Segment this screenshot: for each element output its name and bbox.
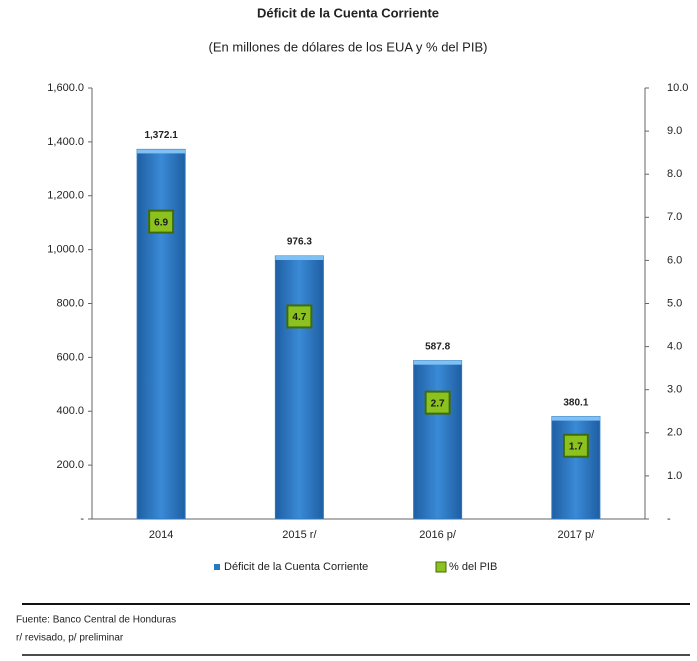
y2-tick-label: - bbox=[667, 513, 671, 525]
x-tick-label: 2017 p/ bbox=[558, 529, 596, 541]
bar bbox=[413, 360, 463, 520]
y2-tick-label: 4.0 bbox=[667, 341, 682, 353]
bar-top bbox=[413, 360, 462, 365]
chart-subtitle: (En millones de dólares de los EUA y % d… bbox=[209, 39, 488, 54]
bar bbox=[551, 416, 601, 520]
legend-swatch bbox=[435, 561, 447, 573]
y2-tick-label: 9.0 bbox=[667, 125, 682, 137]
bar-label: 587.8 bbox=[425, 341, 450, 352]
pct-label: 4.7 bbox=[292, 312, 306, 323]
legend-swatch bbox=[214, 564, 220, 570]
y2-tick-label: 10.0 bbox=[667, 82, 688, 94]
y-tick-label: 800.0 bbox=[56, 297, 84, 309]
pct-marker bbox=[562, 433, 589, 458]
bar-top bbox=[275, 256, 324, 261]
y-tick-label: 1,600.0 bbox=[47, 82, 84, 94]
bar-top bbox=[551, 416, 600, 421]
y-tick-label: 400.0 bbox=[56, 405, 84, 417]
x-tick-label: 2015 r/ bbox=[282, 529, 317, 541]
y2-tick-label: 5.0 bbox=[667, 297, 682, 309]
bar-label: 976.3 bbox=[287, 237, 312, 248]
y-tick-label: - bbox=[80, 513, 84, 525]
bar bbox=[136, 148, 186, 520]
y2-tick-label: 3.0 bbox=[667, 384, 682, 396]
pct-marker bbox=[148, 209, 175, 234]
y-tick-label: 1,400.0 bbox=[47, 136, 84, 148]
pct-marker bbox=[286, 304, 313, 329]
bar-label: 380.1 bbox=[563, 397, 588, 408]
bar-label: 1,372.1 bbox=[144, 130, 178, 141]
source: Fuente: Banco Central de Honduras bbox=[16, 615, 176, 626]
chart-title: Déficit de la Cuenta Corriente bbox=[257, 5, 439, 20]
pct-label: 1.7 bbox=[569, 441, 583, 452]
legend-label: Déficit de la Cuenta Corriente bbox=[224, 561, 368, 573]
legend-label: % del PIB bbox=[449, 561, 497, 573]
pct-label: 6.9 bbox=[154, 217, 168, 228]
y2-tick-label: 6.0 bbox=[667, 254, 682, 266]
y2-tick-label: 1.0 bbox=[667, 470, 682, 482]
x-tick-label: 2016 p/ bbox=[419, 529, 457, 541]
pct-label: 2.7 bbox=[431, 398, 445, 409]
y2-tick-label: 7.0 bbox=[667, 211, 682, 223]
pct-marker bbox=[424, 390, 451, 415]
y2-tick-label: 2.0 bbox=[667, 427, 682, 439]
y-tick-label: 1,200.0 bbox=[47, 190, 84, 202]
x-tick-label: 2014 bbox=[149, 529, 173, 541]
note: r/ revisado, p/ preliminar bbox=[16, 633, 124, 644]
bar bbox=[274, 255, 324, 520]
y-tick-label: 200.0 bbox=[56, 459, 84, 471]
bar-top bbox=[137, 149, 186, 154]
y-tick-label: 600.0 bbox=[56, 351, 84, 363]
y2-tick-label: 8.0 bbox=[667, 168, 682, 180]
y-tick-label: 1,000.0 bbox=[47, 244, 84, 256]
